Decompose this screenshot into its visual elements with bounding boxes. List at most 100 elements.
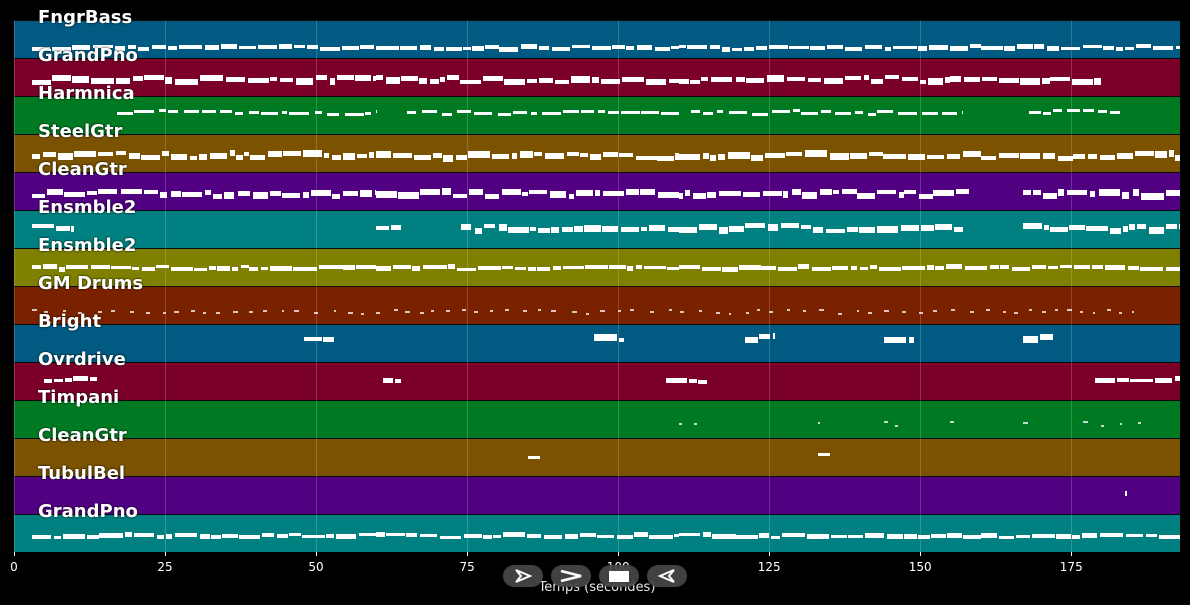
note — [554, 79, 570, 84]
note — [419, 534, 437, 538]
note — [543, 534, 563, 539]
note — [224, 192, 235, 200]
note — [342, 45, 360, 50]
note — [926, 265, 934, 271]
track-row — [14, 400, 1180, 438]
note — [418, 77, 427, 84]
note — [772, 109, 791, 113]
note — [523, 309, 528, 312]
piano-roll-plot — [14, 20, 1180, 552]
note — [64, 192, 85, 198]
note — [600, 309, 605, 312]
note — [452, 193, 468, 198]
note — [841, 189, 857, 195]
note — [97, 189, 118, 195]
note — [1022, 335, 1038, 343]
note — [199, 533, 210, 539]
note — [270, 266, 293, 272]
note — [530, 112, 538, 116]
stop-button[interactable] — [599, 565, 639, 587]
note — [675, 152, 679, 160]
note — [765, 152, 785, 158]
note — [855, 110, 864, 114]
note — [343, 264, 355, 270]
note — [116, 151, 126, 156]
note — [376, 225, 389, 230]
note — [1067, 189, 1087, 195]
note — [221, 43, 238, 49]
track-row — [14, 96, 1180, 134]
x-tick-label: 50 — [308, 560, 324, 574]
note — [474, 111, 493, 115]
note — [249, 111, 259, 115]
note — [693, 193, 706, 200]
note — [684, 189, 690, 196]
note — [1057, 189, 1064, 197]
note — [1042, 77, 1050, 84]
note — [722, 46, 731, 52]
note — [467, 151, 490, 159]
forward-button[interactable] — [551, 565, 591, 587]
note — [575, 190, 594, 196]
note — [927, 154, 945, 159]
note — [326, 533, 334, 538]
note — [198, 153, 208, 160]
note — [919, 80, 926, 85]
note — [483, 535, 493, 540]
note — [360, 312, 364, 315]
note — [869, 264, 877, 269]
note — [1083, 420, 1088, 423]
note — [168, 45, 178, 50]
note — [817, 421, 821, 424]
note — [294, 309, 299, 312]
note — [777, 266, 797, 271]
note — [761, 266, 777, 270]
note — [867, 312, 872, 315]
note — [706, 192, 717, 199]
note — [431, 309, 435, 312]
note — [1032, 533, 1055, 538]
note — [310, 190, 332, 197]
note — [717, 153, 726, 160]
note — [1052, 109, 1062, 113]
note — [92, 45, 114, 49]
x-tick-label: 75 — [459, 560, 475, 574]
note — [455, 154, 467, 160]
note — [903, 534, 917, 540]
note — [333, 310, 337, 313]
note — [1088, 153, 1097, 159]
track-label: Harmnica — [38, 83, 135, 104]
note — [1098, 109, 1107, 113]
note — [1055, 534, 1072, 540]
note — [171, 154, 187, 161]
track-label: GrandPno — [38, 501, 138, 522]
note — [716, 109, 724, 113]
note — [62, 309, 67, 312]
note — [1086, 225, 1108, 231]
note — [946, 154, 960, 160]
note — [668, 226, 679, 232]
note — [787, 76, 806, 81]
note — [1168, 150, 1174, 158]
note — [1042, 153, 1055, 160]
note — [670, 45, 679, 49]
note — [689, 79, 700, 84]
note — [439, 535, 461, 539]
note — [998, 152, 1019, 158]
rewind-button[interactable] — [647, 565, 687, 587]
note — [758, 532, 770, 538]
note — [1068, 224, 1085, 230]
note — [132, 75, 143, 81]
note — [870, 78, 883, 84]
track-label: Bright — [38, 311, 102, 332]
note — [1165, 224, 1177, 230]
note — [769, 44, 788, 49]
note — [573, 226, 583, 233]
note — [1135, 44, 1151, 49]
play-button[interactable] — [503, 565, 543, 587]
note — [484, 224, 496, 228]
note — [789, 46, 810, 50]
note — [1073, 264, 1091, 269]
note — [529, 227, 536, 232]
note — [884, 75, 900, 80]
